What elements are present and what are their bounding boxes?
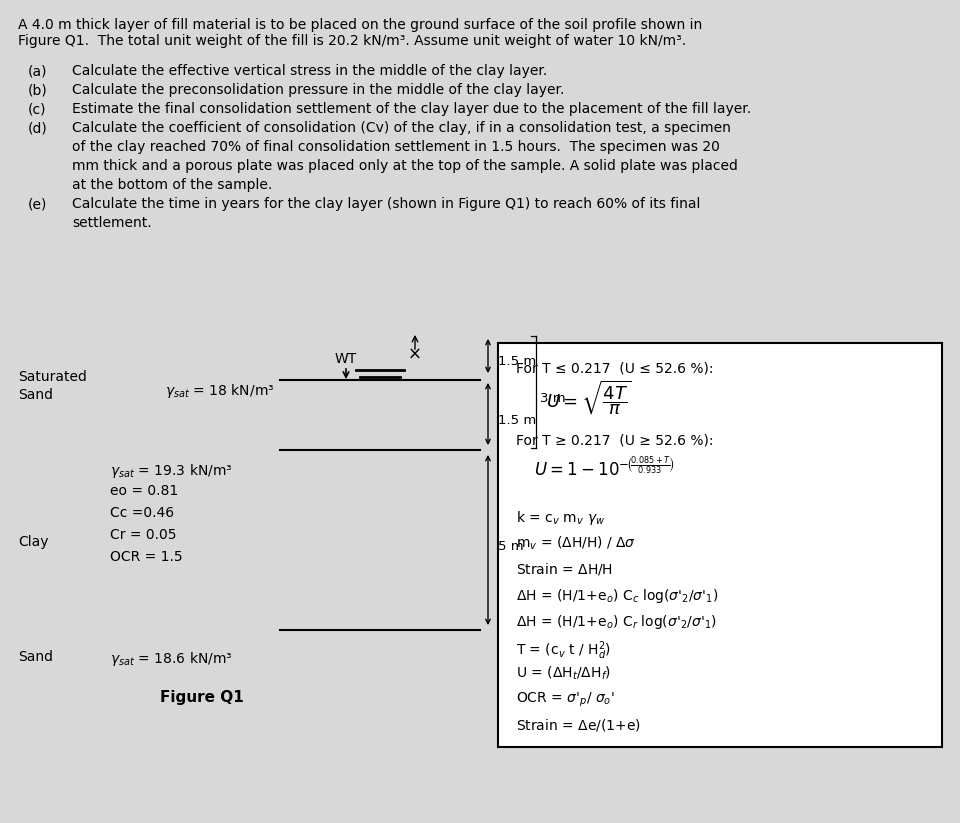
- Text: $U = \sqrt{\dfrac{4T}{\pi}}$: $U = \sqrt{\dfrac{4T}{\pi}}$: [546, 379, 632, 417]
- Text: OCR = 1.5: OCR = 1.5: [110, 550, 182, 564]
- Text: ×: ×: [408, 346, 422, 364]
- Text: (c): (c): [28, 102, 46, 116]
- Text: 5 m: 5 m: [498, 540, 523, 553]
- Text: For T ≤ 0.217  (U ≤ 52.6 %):: For T ≤ 0.217 (U ≤ 52.6 %):: [516, 361, 713, 375]
- Text: WT: WT: [335, 352, 357, 366]
- Text: k = c$_v$ m$_v$ $\gamma_w$: k = c$_v$ m$_v$ $\gamma_w$: [516, 509, 605, 527]
- Text: (d): (d): [28, 121, 48, 135]
- Text: Saturated: Saturated: [18, 370, 86, 384]
- FancyBboxPatch shape: [498, 343, 942, 747]
- Text: $\gamma_{sat}$ = 19.3 kN/m³: $\gamma_{sat}$ = 19.3 kN/m³: [110, 462, 232, 480]
- Text: 1.5 m: 1.5 m: [498, 355, 537, 368]
- Text: (b): (b): [28, 83, 48, 97]
- Text: T = (c$_v$ t / H$^2_d$): T = (c$_v$ t / H$^2_d$): [516, 639, 611, 662]
- Text: $\Delta$H = (H/1+e$_o$) C$_c$ log($\sigma$'$_2$/$\sigma$'$_1$): $\Delta$H = (H/1+e$_o$) C$_c$ log($\sigm…: [516, 587, 718, 605]
- Text: Sand: Sand: [18, 650, 53, 664]
- Text: settlement.: settlement.: [72, 216, 152, 230]
- Text: Strain = $\Delta$H/H: Strain = $\Delta$H/H: [516, 561, 613, 577]
- Text: Cr = 0.05: Cr = 0.05: [110, 528, 177, 542]
- Text: U = ($\Delta$H$_t$/$\Delta$H$_f$): U = ($\Delta$H$_t$/$\Delta$H$_f$): [516, 665, 611, 682]
- Text: For T ≥ 0.217  (U ≥ 52.6 %):: For T ≥ 0.217 (U ≥ 52.6 %):: [516, 433, 713, 447]
- Text: Clay: Clay: [18, 535, 49, 549]
- Text: $\gamma_{sat}$ = 18.6 kN/m³: $\gamma_{sat}$ = 18.6 kN/m³: [110, 650, 232, 668]
- Text: Estimate the final consolidation settlement of the clay layer due to the placeme: Estimate the final consolidation settlem…: [72, 102, 751, 116]
- Text: Cc =0.46: Cc =0.46: [110, 506, 174, 520]
- Text: 3 m: 3 m: [540, 392, 565, 405]
- Text: Sand: Sand: [18, 388, 53, 402]
- Text: Calculate the effective vertical stress in the middle of the clay layer.: Calculate the effective vertical stress …: [72, 64, 547, 78]
- Text: eo = 0.81: eo = 0.81: [110, 484, 179, 498]
- Text: $U = 1 - 10^{-\!\left(\!\frac{0.085+T}{0.933}\!\right)}$: $U = 1 - 10^{-\!\left(\!\frac{0.085+T}{0…: [534, 455, 675, 479]
- Text: at the bottom of the sample.: at the bottom of the sample.: [72, 178, 273, 192]
- Text: Calculate the preconsolidation pressure in the middle of the clay layer.: Calculate the preconsolidation pressure …: [72, 83, 564, 97]
- Text: $\Delta$H = (H/1+e$_o$) C$_r$ log($\sigma$'$_2$/$\sigma$'$_1$): $\Delta$H = (H/1+e$_o$) C$_r$ log($\sigm…: [516, 613, 717, 631]
- Text: Calculate the time in years for the clay layer (shown in Figure Q1) to reach 60%: Calculate the time in years for the clay…: [72, 197, 701, 211]
- Text: mm thick and a porous plate was placed only at the top of the sample. A solid pl: mm thick and a porous plate was placed o…: [72, 159, 738, 173]
- Text: (a): (a): [28, 64, 47, 78]
- Text: $\gamma_{sat}$ = 18 kN/m³: $\gamma_{sat}$ = 18 kN/m³: [165, 382, 275, 400]
- Text: OCR = $\sigma$'$_p$/ $\sigma_o$': OCR = $\sigma$'$_p$/ $\sigma_o$': [516, 691, 614, 709]
- Text: of the clay reached 70% of final consolidation settlement in 1.5 hours.  The spe: of the clay reached 70% of final consoli…: [72, 140, 720, 154]
- Text: Strain = $\Delta$e/(1+e): Strain = $\Delta$e/(1+e): [516, 717, 641, 733]
- Text: Figure Q1.  The total unit weight of the fill is 20.2 kN/m³. Assume unit weight : Figure Q1. The total unit weight of the …: [18, 34, 686, 48]
- Text: A 4.0 m thick layer of fill material is to be placed on the ground surface of th: A 4.0 m thick layer of fill material is …: [18, 18, 703, 32]
- Text: (e): (e): [28, 197, 47, 211]
- Text: Calculate the coefficient of consolidation (Cv) of the clay, if in a consolidati: Calculate the coefficient of consolidati…: [72, 121, 731, 135]
- Text: Figure Q1: Figure Q1: [160, 690, 244, 705]
- Text: 1.5 m: 1.5 m: [498, 414, 537, 427]
- Text: m$_v$ = ($\Delta$H/H) / $\Delta\sigma$: m$_v$ = ($\Delta$H/H) / $\Delta\sigma$: [516, 535, 636, 552]
